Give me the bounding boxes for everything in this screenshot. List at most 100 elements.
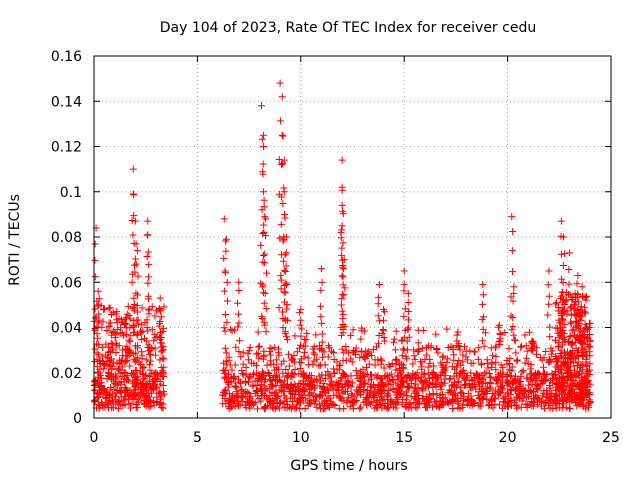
- data-point: [523, 354, 531, 362]
- data-point: [352, 367, 360, 375]
- data-point: [525, 328, 533, 336]
- data-point: [565, 291, 573, 299]
- data-point: [426, 381, 434, 389]
- data-point: [506, 355, 514, 363]
- data-point: [126, 315, 134, 323]
- data-point: [144, 279, 152, 287]
- data-point: [109, 308, 117, 316]
- data-point: [338, 156, 346, 164]
- data-point: [347, 355, 355, 363]
- data-point: [559, 400, 567, 408]
- data-point: [304, 361, 312, 369]
- data-point: [342, 343, 350, 351]
- data-point: [341, 322, 349, 330]
- data-point: [293, 401, 301, 409]
- data-point: [498, 384, 506, 392]
- data-point: [134, 308, 142, 316]
- data-point: [581, 320, 589, 328]
- data-point: [307, 399, 315, 407]
- data-point: [497, 369, 505, 377]
- data-point: [231, 361, 239, 369]
- x-tick-label: 0: [90, 430, 99, 446]
- data-point: [433, 390, 441, 398]
- data-point: [557, 292, 565, 300]
- data-point: [244, 350, 252, 358]
- data-point: [494, 323, 502, 331]
- data-point: [349, 348, 357, 356]
- y-tick-label: 0.04: [51, 321, 82, 337]
- data-point: [156, 356, 164, 364]
- data-point: [118, 329, 126, 337]
- data-point: [483, 387, 491, 395]
- y-axis-label: ROTI / TECUs: [7, 194, 23, 286]
- data-point: [389, 385, 397, 393]
- data-point: [318, 338, 326, 346]
- data-point: [317, 286, 325, 294]
- data-point: [533, 374, 541, 382]
- data-point: [475, 344, 483, 352]
- data-point: [564, 352, 572, 360]
- data-point: [580, 379, 588, 387]
- data-point: [139, 375, 147, 383]
- data-point: [347, 390, 355, 398]
- data-point: [140, 363, 148, 371]
- data-point: [105, 362, 113, 370]
- data-point: [260, 221, 268, 229]
- data-point: [240, 371, 248, 379]
- data-point: [377, 355, 385, 363]
- data-point: [291, 332, 299, 340]
- data-point: [559, 382, 567, 390]
- data-point: [400, 312, 408, 320]
- data-point: [283, 380, 291, 388]
- data-point: [138, 384, 146, 392]
- data-point: [558, 323, 566, 331]
- data-point: [260, 196, 268, 204]
- data-point: [145, 261, 153, 269]
- data-point: [457, 388, 465, 396]
- data-point: [279, 132, 287, 140]
- data-point: [241, 377, 249, 385]
- data-point: [349, 379, 357, 387]
- data-point: [505, 366, 513, 374]
- data-point: [326, 394, 334, 402]
- data-point: [329, 401, 337, 409]
- data-point: [358, 372, 366, 380]
- data-point: [348, 358, 356, 366]
- data-point: [253, 350, 261, 358]
- data-point: [255, 354, 263, 362]
- data-point: [117, 380, 125, 388]
- data-point: [91, 256, 99, 264]
- data-point: [319, 405, 327, 413]
- data-point: [557, 250, 565, 258]
- data-point: [468, 383, 476, 391]
- data-point: [540, 363, 548, 371]
- data-point: [291, 390, 299, 398]
- data-point: [329, 348, 337, 356]
- data-point: [94, 334, 102, 342]
- data-point: [133, 331, 141, 339]
- data-point: [312, 331, 320, 339]
- data-point: [363, 393, 371, 401]
- data-point: [552, 324, 560, 332]
- data-point: [371, 392, 379, 400]
- data-point: [239, 397, 247, 405]
- data-point: [132, 260, 140, 268]
- data-point: [291, 358, 299, 366]
- data-point: [281, 330, 289, 338]
- data-point: [282, 279, 290, 287]
- data-point: [424, 342, 432, 350]
- data-point: [137, 379, 145, 387]
- data-point: [353, 371, 361, 379]
- data-point: [258, 314, 266, 322]
- data-point: [509, 313, 517, 321]
- data-point: [97, 383, 105, 391]
- data-point: [305, 373, 313, 381]
- data-point: [322, 396, 330, 404]
- data-point: [341, 284, 349, 292]
- data-point: [515, 392, 523, 400]
- data-point: [221, 369, 229, 377]
- data-point: [477, 385, 485, 393]
- data-point: [358, 347, 366, 355]
- data-point: [432, 397, 440, 405]
- data-point: [414, 326, 422, 334]
